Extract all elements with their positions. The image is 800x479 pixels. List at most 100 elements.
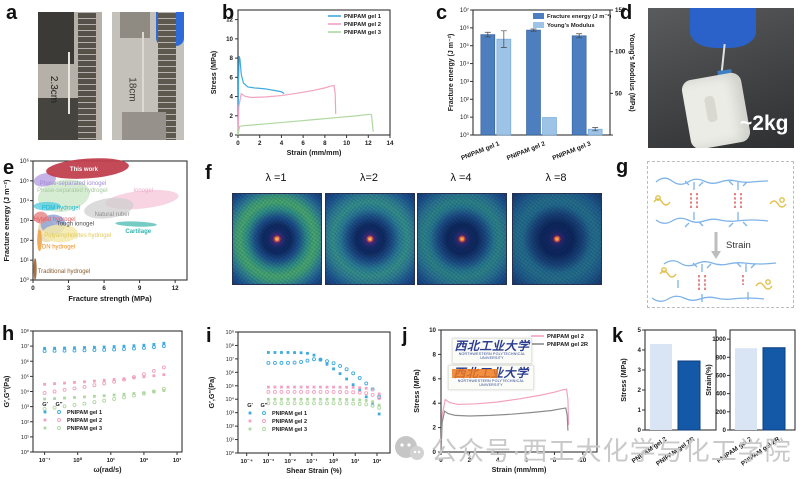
svg-text:0: 0 [236,140,240,147]
strain-arrow: Strain [711,232,751,259]
svg-text:4: 4 [638,347,642,354]
svg-text:9: 9 [138,285,142,292]
svg-text:Young's Modulus (MPa): Young's Modulus (MPa) [628,33,635,112]
svg-text:10: 10 [343,140,350,147]
svg-text:10⁷: 10⁷ [21,343,29,350]
svg-text:12: 12 [226,17,233,24]
svg-text:Shear Strain (%): Shear Strain (%) [286,466,342,475]
svg-text:10⁰: 10⁰ [460,132,470,139]
panel-label-c: c [436,2,448,24]
svg-text:PNIPAM gel 3: PNIPAM gel 3 [272,427,307,433]
svg-text:Stress (MPa): Stress (MPa) [619,358,628,402]
svg-text:200: 200 [716,409,727,416]
university-name-en: NORTHWESTERN POLYTECHNICAL UNIVERSITY [458,352,526,360]
saxs-pattern-lambda2 [325,193,415,285]
svg-text:10⁶: 10⁶ [21,358,29,365]
svg-text:10⁹: 10⁹ [226,329,234,336]
svg-text:10⁴: 10⁴ [226,396,235,403]
svg-text:Phase-separated ionogel: Phase-separated ionogel [40,181,107,187]
svg-text:G′: G′ [247,403,253,409]
svg-text:10⁰: 10⁰ [73,457,82,464]
ashby-plot: 0 3 6 9 12 10⁰ 10¹ 10² 10³ 10⁴ 10⁵ 10⁶ Fracture stre… [2,158,188,303]
university-logo-1: 西北工业大学 NORTHWESTERN POLYTECHNICAL UNIVER… [452,338,532,364]
svg-text:10⁵: 10⁵ [460,43,470,50]
svg-text:Natural ruber: Natural ruber [95,212,130,218]
svg-text:Stress (MPa): Stress (MPa) [412,369,421,413]
university-name-en: NORTHWESTERN POLYTECHNICAL UNIVERSITY [457,379,525,387]
svg-text:10⁰: 10⁰ [21,449,30,456]
svg-text:PNIPAM gel 3: PNIPAM gel 3 [67,426,102,432]
svg-text:5: 5 [638,327,642,334]
svg-text:PNIPAM gel 2R: PNIPAM gel 2R [547,342,589,348]
svg-text:2: 2 [258,140,262,147]
svg-text:10¹: 10¹ [21,435,29,441]
svg-text:10¹: 10¹ [20,257,29,264]
noise-overlay [418,194,506,284]
frequency-sweep-chart: 10⁻¹ 10⁰ 10¹ 10² 10³ 10⁰ 10¹ 10² 10³ 10⁴ 10⁵ 10⁶ 10⁷… [2,328,183,474]
ruler [78,12,96,140]
svg-text:PNIPAM gel 1: PNIPAM gel 1 [460,140,501,162]
svg-text:10⁵: 10⁵ [21,373,29,380]
clamp-top [120,12,150,38]
svg-text:0: 0 [31,285,35,292]
gel-sample [68,52,70,114]
panel-label-h: h [2,323,15,345]
measurement-label: 2.3cm [48,75,60,104]
svg-text:PDM hydrogel: PDM hydrogel [42,205,80,211]
saxs-pattern-lambda1 [232,193,322,285]
noise-overlay [326,194,414,284]
stress-strain-chart: 0 2 4 6 8 10 12 14 0 2 4 6 8 10 12 Strain (mm/mm) Stress… [209,9,394,157]
svg-text:0: 0 [230,132,234,139]
svg-text:Fracture energy (J m⁻²): Fracture energy (J m⁻²) [2,179,11,261]
svg-text:10⁶: 10⁶ [460,25,470,32]
svg-text:8: 8 [553,457,557,464]
svg-text:4: 4 [280,140,284,147]
svg-text:G″: G″ [261,403,268,409]
svg-text:PNIPAM gel 2: PNIPAM gel 2 [344,22,381,28]
svg-text:2: 2 [433,425,437,432]
svg-text:Ionogel: Ionogel [133,188,153,194]
svg-text:Traditional hydrogel: Traditional hydrogel [38,269,90,275]
svg-text:0: 0 [439,457,443,464]
svg-text:G″: G″ [56,402,63,408]
svg-text:10¹: 10¹ [226,438,234,444]
svg-text:0: 0 [638,427,642,434]
svg-text:10⁻¹: 10⁻¹ [306,458,318,465]
svg-text:PNIPAM gel 1: PNIPAM gel 1 [344,14,382,20]
svg-text:6: 6 [433,376,437,383]
svg-text:ω(rad/s): ω(rad/s) [93,465,122,474]
strain-sweep-chart: 10⁻⁴ 10⁻³ 10⁻² 10⁻¹ 10⁰ 10¹ 10² 10⁰ 10¹ 10² 10³ 10⁴… [207,329,391,475]
panel-label-d: d [620,2,633,24]
svg-text:10²: 10² [226,424,234,430]
strain-arrow-label: Strain [726,240,751,251]
polymer-chains [651,177,777,302]
panel-label-e: e [3,157,15,179]
svg-text:10³: 10³ [20,218,29,225]
svg-text:3: 3 [67,285,71,292]
svg-text:10⁻²: 10⁻² [284,458,296,465]
svg-text:6: 6 [301,140,305,147]
panel-label-i: i [206,325,212,347]
lambda-label-4: λ =4 [450,172,472,184]
svg-text:6: 6 [102,285,106,292]
svg-text:10: 10 [579,457,586,464]
svg-text:2: 2 [468,457,472,464]
svg-text:10³: 10³ [173,457,181,464]
svg-text:10²: 10² [373,458,381,465]
svg-text:0: 0 [723,427,727,434]
svg-text:4: 4 [433,400,437,407]
svg-text:DN hydrogel: DN hydrogel [42,245,75,251]
svg-text:Tough ionogel: Tough ionogel [57,221,94,227]
svg-text:10³: 10³ [460,78,469,85]
lambda-label-2: λ=2 [359,172,379,184]
noise-overlay [233,194,321,284]
small-molecules [653,195,787,290]
svg-text:10⁸: 10⁸ [21,328,29,335]
weight-caption: ~2kg [740,112,789,135]
svg-text:600: 600 [716,372,727,379]
svg-text:10³: 10³ [21,405,29,411]
svg-text:This work: This work [70,167,99,173]
panel-label-g: g [616,156,629,178]
